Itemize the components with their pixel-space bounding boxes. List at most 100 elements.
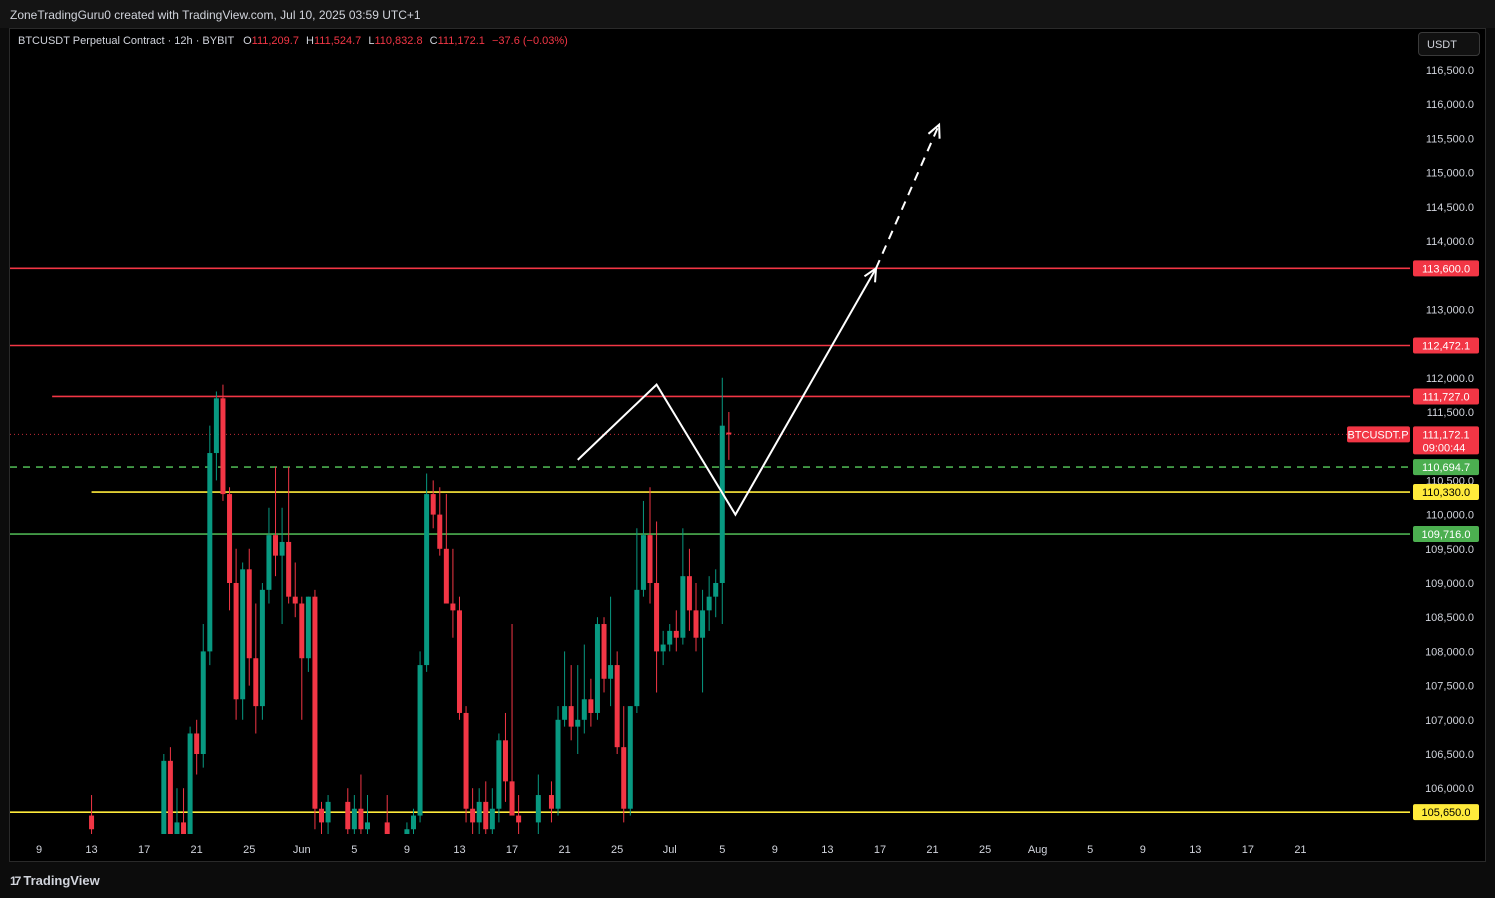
candle-body[interactable] bbox=[279, 541, 285, 556]
x-tick-label: Aug bbox=[1028, 844, 1048, 856]
candle-body[interactable] bbox=[253, 658, 259, 707]
y-tick-label: 106,500.0 bbox=[1425, 749, 1474, 761]
candle-body[interactable] bbox=[463, 712, 469, 809]
y-tick-label: 114,500.0 bbox=[1426, 202, 1474, 214]
candle-body[interactable] bbox=[700, 610, 706, 638]
candle-body[interactable] bbox=[312, 596, 318, 809]
candle-body[interactable] bbox=[535, 795, 541, 823]
candle-body[interactable] bbox=[167, 760, 173, 836]
candle-body[interactable] bbox=[548, 795, 554, 809]
candle-body[interactable] bbox=[588, 699, 594, 713]
candle-body[interactable] bbox=[161, 760, 167, 843]
candle-body[interactable] bbox=[384, 822, 390, 836]
candle-body[interactable] bbox=[693, 610, 699, 638]
currency-button[interactable]: USDT bbox=[1418, 32, 1480, 56]
candle-body[interactable] bbox=[181, 822, 187, 836]
candle-body[interactable] bbox=[233, 583, 239, 700]
y-tick-label: 116,000.0 bbox=[1426, 99, 1474, 111]
candle-body[interactable] bbox=[424, 494, 430, 666]
candle-body[interactable] bbox=[450, 603, 456, 611]
candle-body[interactable] bbox=[345, 801, 351, 830]
candle-body[interactable] bbox=[358, 808, 364, 830]
candle-body[interactable] bbox=[509, 781, 515, 816]
candle-body[interactable] bbox=[89, 815, 95, 830]
candle-body[interactable] bbox=[430, 494, 436, 515]
candle-body[interactable] bbox=[410, 815, 416, 830]
candle-body[interactable] bbox=[680, 576, 686, 638]
candle-body[interactable] bbox=[286, 541, 292, 597]
projection-dashed-path[interactable] bbox=[875, 124, 941, 269]
x-tick-label: 21 bbox=[558, 844, 570, 856]
chart-frame[interactable] bbox=[9, 28, 1486, 862]
candle-body[interactable] bbox=[325, 801, 331, 823]
candle-body[interactable] bbox=[319, 808, 325, 823]
candle-body[interactable] bbox=[719, 425, 725, 583]
candle-body[interactable] bbox=[437, 514, 443, 549]
candle-body[interactable] bbox=[187, 733, 193, 836]
candle-body[interactable] bbox=[562, 706, 568, 720]
candle-body[interactable] bbox=[351, 808, 357, 830]
candle-body[interactable] bbox=[640, 535, 646, 590]
candle-body[interactable] bbox=[174, 822, 180, 836]
candle-body[interactable] bbox=[673, 630, 679, 638]
candle-body[interactable] bbox=[502, 740, 508, 782]
candle-body[interactable] bbox=[273, 535, 279, 556]
candle-body[interactable] bbox=[266, 535, 272, 590]
candle-body[interactable] bbox=[654, 583, 660, 652]
candle-body[interactable] bbox=[259, 589, 265, 707]
candle-body[interactable] bbox=[220, 398, 226, 495]
price-tag-label: 105,650.0 bbox=[1422, 807, 1471, 819]
candle-body[interactable] bbox=[621, 747, 627, 809]
candle-body[interactable] bbox=[627, 706, 633, 809]
candle-body[interactable] bbox=[608, 665, 614, 679]
candle-body[interactable] bbox=[200, 651, 206, 754]
candle-body[interactable] bbox=[476, 801, 482, 823]
candle-body[interactable] bbox=[470, 808, 476, 823]
candle-body[interactable] bbox=[305, 596, 311, 659]
candle-body[interactable] bbox=[404, 829, 410, 836]
candle-body[interactable] bbox=[594, 624, 600, 713]
candle-body[interactable] bbox=[194, 733, 200, 754]
candle-body[interactable] bbox=[713, 583, 719, 597]
y-tick-label: 112,000.0 bbox=[1426, 373, 1474, 385]
candle-body[interactable] bbox=[299, 603, 305, 659]
candle-body[interactable] bbox=[634, 589, 640, 707]
candle-body[interactable] bbox=[417, 665, 423, 816]
y-tick-label: 107,000.0 bbox=[1425, 715, 1474, 727]
candle-body[interactable] bbox=[686, 576, 692, 611]
candle-body[interactable] bbox=[227, 494, 233, 583]
candle-body[interactable] bbox=[555, 719, 561, 809]
candle-body[interactable] bbox=[581, 699, 587, 720]
candle-body[interactable] bbox=[240, 569, 246, 700]
candle-body[interactable] bbox=[660, 644, 666, 652]
candle-body[interactable] bbox=[726, 432, 732, 435]
candle-body[interactable] bbox=[601, 624, 607, 679]
tradingview-logo[interactable]: 17 TradingView bbox=[10, 873, 100, 888]
candle-body[interactable] bbox=[483, 801, 489, 830]
candle-body[interactable] bbox=[516, 815, 522, 823]
candle-body[interactable] bbox=[365, 822, 370, 830]
candle-body[interactable] bbox=[568, 706, 574, 727]
candle-body[interactable] bbox=[292, 596, 298, 604]
candle-body[interactable] bbox=[706, 596, 712, 611]
candle-body[interactable] bbox=[496, 740, 502, 809]
candle-body[interactable] bbox=[489, 808, 495, 830]
candle-body[interactable] bbox=[575, 719, 581, 727]
candle-body[interactable] bbox=[667, 630, 673, 645]
x-tick-label: 13 bbox=[821, 844, 833, 856]
candle-body[interactable] bbox=[213, 398, 219, 454]
price-tag-label: 111,727.0 bbox=[1422, 391, 1469, 403]
candle-body[interactable] bbox=[456, 610, 462, 713]
candle-body[interactable] bbox=[207, 453, 213, 652]
candle-body[interactable] bbox=[246, 569, 252, 659]
symbol-name[interactable]: BTCUSDT Perpetual Contract · 12h · BYBIT bbox=[18, 35, 235, 47]
y-tick-label: 107,500.0 bbox=[1425, 681, 1474, 693]
candle-body[interactable] bbox=[614, 665, 620, 748]
candle-body[interactable] bbox=[443, 548, 449, 604]
projection-dashed-arrow-icon bbox=[927, 122, 941, 139]
projection-path[interactable] bbox=[577, 267, 877, 517]
high-value: 111,524.7 bbox=[313, 35, 362, 47]
candle-body[interactable] bbox=[647, 535, 653, 583]
close-value: 111,172.1 bbox=[437, 35, 485, 47]
